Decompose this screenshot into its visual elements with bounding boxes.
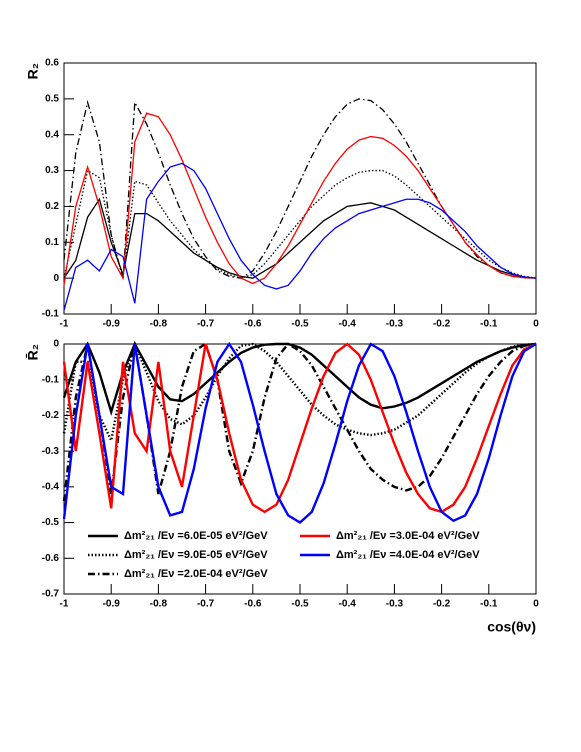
y-tick-label: 0.4 <box>45 129 59 140</box>
series-line <box>62 342 537 502</box>
series-line <box>62 342 537 514</box>
x-tick-label: -0.8 <box>150 319 168 330</box>
y-tick-label: 0.6 <box>45 58 59 69</box>
x-tick-label: -0.8 <box>150 599 168 610</box>
x-tick-label: -0.5 <box>291 599 309 610</box>
y-tick-label: 0.2 <box>45 201 59 212</box>
x-tick-label: -0.4 <box>339 319 357 330</box>
y-tick-label: -0.6 <box>42 553 60 564</box>
y-tick-label: -0.7 <box>42 589 60 600</box>
series-line <box>62 341 537 417</box>
x-tick-label: -0.9 <box>103 319 121 330</box>
x-tick-label: -1 <box>60 319 69 330</box>
series-line <box>62 341 537 525</box>
x-tick-label: -0.7 <box>197 319 215 330</box>
y-tick-label: -0.4 <box>42 481 60 492</box>
y-tick-label: -0.5 <box>42 517 60 528</box>
x-tick-label: -0.6 <box>244 319 262 330</box>
x-tick-label: -1 <box>60 599 69 610</box>
series-line <box>63 169 537 279</box>
y-axis-label: R̄₂ <box>24 344 41 360</box>
legend-label: Δm²₂₁ /Eν =9.0E-05 eV²/GeV <box>124 549 268 561</box>
series-line <box>63 197 537 279</box>
legend-label: Δm²₂₁ /Eν =6.0E-05 eV²/GeV <box>124 530 268 542</box>
series-line <box>63 98 537 279</box>
x-tick-label: -0.7 <box>197 599 215 610</box>
y-tick-label: 0.5 <box>45 93 59 104</box>
series-line <box>62 340 537 445</box>
y-tick-label: 0 <box>53 273 59 284</box>
y-tick-label: 0 <box>53 339 59 350</box>
y-tick-label: -0.2 <box>42 410 60 421</box>
x-tick-label: -0.2 <box>433 319 451 330</box>
legend-label: Δm²₂₁ /Eν =3.0E-04 eV²/GeV <box>336 530 480 542</box>
x-tick-label: 0 <box>533 599 539 610</box>
y-tick-label: -0.1 <box>42 374 60 385</box>
plot-frame <box>63 62 537 315</box>
x-axis-label: cos(θν) <box>487 619 536 635</box>
series-line <box>63 112 537 286</box>
x-tick-label: -0.3 <box>386 599 404 610</box>
x-tick-label: -0.6 <box>244 599 262 610</box>
y-tick-label: -0.1 <box>42 309 60 320</box>
x-tick-label: -0.1 <box>480 319 498 330</box>
legend-label: Δm²₂₁ /Eν =4.0E-04 eV²/GeV <box>336 549 480 561</box>
x-tick-label: 0 <box>533 319 539 330</box>
x-tick-label: -0.4 <box>339 599 357 610</box>
x-tick-label: -0.5 <box>291 319 309 330</box>
x-tick-label: -0.9 <box>103 599 121 610</box>
y-tick-label: -0.3 <box>42 446 60 457</box>
x-tick-label: -0.2 <box>433 599 451 610</box>
legend-label: Δm²₂₁ /Eν =2.0E-04 eV²/GeV <box>124 568 268 580</box>
y-tick-label: 0.3 <box>45 165 59 176</box>
x-tick-label: -0.1 <box>480 599 498 610</box>
series-line <box>63 162 537 311</box>
x-tick-label: -0.3 <box>386 319 404 330</box>
y-axis-label: R₂ <box>25 63 41 79</box>
y-tick-label: 0.1 <box>45 237 59 248</box>
